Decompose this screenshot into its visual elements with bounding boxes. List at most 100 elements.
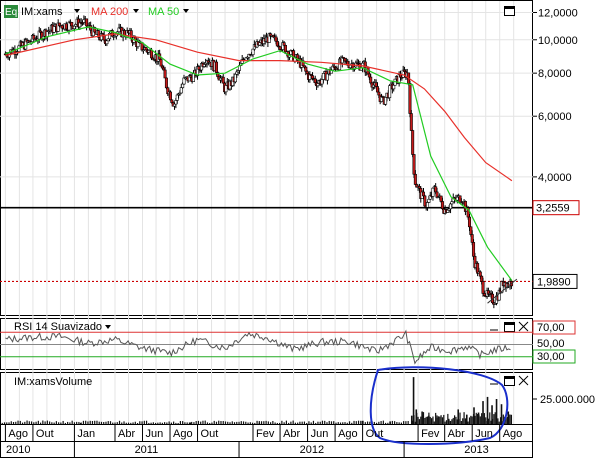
equity-badge [4, 5, 18, 18]
month-label: Abr [283, 428, 300, 440]
volume-bar [145, 420, 148, 424]
volume-bar [170, 422, 172, 424]
month-labels: Ago Out Jan Abr Jun Ago Out Fev Abr Jun Ago Out Fev A… [4, 424, 522, 441]
volume-bar [412, 420, 414, 424]
volume-bar [69, 422, 71, 424]
volume-bar [105, 421, 107, 424]
volume-bar [127, 422, 130, 424]
volume-bar [433, 421, 435, 424]
year-labels: 2010 2011 2012 2013 [6, 441, 489, 458]
volume-bar [378, 421, 380, 424]
volume-bar [339, 422, 342, 424]
volume-bar [490, 420, 492, 424]
volume-bar [373, 421, 375, 424]
highlight-circle [369, 366, 509, 445]
volume-bar [410, 415, 413, 424]
ma200-legend[interactable]: MA 200 [91, 6, 128, 18]
volume-bar [494, 412, 496, 424]
volume-bar [82, 420, 85, 424]
ma50-dropdown-icon[interactable] [183, 9, 189, 13]
volume-bar [121, 422, 123, 424]
ma50-legend[interactable]: MA 50 [148, 6, 179, 18]
volume-bar [493, 414, 495, 424]
volume-bar [431, 418, 433, 424]
last-price-label-box [532, 273, 578, 289]
price-tick: 4,0000 [538, 172, 572, 184]
symbol-dropdown-icon[interactable] [74, 9, 80, 13]
volume-bar [357, 420, 360, 424]
price-maximize-icon[interactable] [504, 6, 515, 16]
volume-bar [164, 422, 166, 424]
candle [164, 77, 168, 90]
rsi-close-icon[interactable] [518, 321, 529, 332]
volume-bar [387, 422, 389, 424]
volume-bar [497, 418, 499, 424]
month-label: Jun [146, 428, 164, 440]
year-axis [0, 441, 533, 458]
volume-bar [290, 421, 292, 424]
volume-bar [150, 422, 152, 424]
volume-maximize-icon[interactable] [504, 376, 515, 386]
month-label: Jan [77, 428, 95, 440]
candle [168, 90, 172, 101]
volume-bar [238, 421, 240, 424]
ma200-dropdown-icon[interactable] [133, 9, 139, 13]
volume-bar [501, 420, 503, 424]
volume-bar [405, 421, 407, 424]
volume-bar [500, 417, 502, 424]
volume-bar [276, 422, 278, 424]
volume-bar [265, 420, 267, 424]
volume-bar [464, 418, 467, 424]
month-label: Out [201, 428, 219, 440]
volume-bar [466, 418, 468, 424]
rsi-maximize-icon[interactable] [504, 322, 515, 332]
volume-bar [428, 412, 430, 424]
volume-bar [299, 421, 301, 424]
volume-bar [460, 420, 462, 424]
volume-bar [100, 421, 103, 424]
volume-bar [444, 421, 446, 424]
volume-bar [3, 422, 6, 424]
volume-bar [267, 421, 269, 424]
volume-bar [10, 421, 12, 424]
volume-bar [491, 418, 494, 424]
volume-bar [396, 422, 398, 424]
volume-bar [26, 420, 28, 424]
volume-bar [60, 422, 62, 424]
volume-bar [478, 414, 480, 424]
volume-bar [391, 420, 393, 424]
volume-bar [489, 412, 491, 424]
volume-bar [231, 421, 233, 424]
volume-bar [58, 422, 60, 424]
price-axis: 12,0000 10,0000 8,0000 6,0000 4,0000 [533, 7, 578, 184]
volume-bar [482, 417, 484, 424]
price-tick: 12,0000 [538, 7, 578, 19]
volume-bar [285, 420, 287, 424]
volume-bar [422, 412, 425, 424]
volume-bar [294, 422, 297, 424]
volume-bar [482, 401, 484, 424]
volume-bar [64, 422, 66, 424]
volume-bar [394, 421, 396, 424]
rsi-dropdown-icon[interactable] [105, 325, 111, 329]
symbol-label[interactable]: IM:xams [21, 6, 63, 18]
month-label: Out [36, 428, 54, 440]
volume-bar [389, 421, 391, 424]
volume-bar [448, 420, 450, 424]
volume-close-icon[interactable] [518, 375, 529, 386]
volume-bar [213, 420, 215, 424]
volume-bar [454, 415, 456, 424]
volume-bar [382, 420, 384, 424]
rsi-label[interactable]: RSI 14 Suavizado [14, 321, 102, 333]
support-label: 3,2559 [536, 203, 570, 215]
volume-bar [509, 414, 511, 424]
volume-bar [414, 421, 416, 424]
volume-bar [242, 421, 245, 424]
volume-bar [67, 421, 69, 424]
volume-bar [474, 415, 476, 424]
volume-bar [188, 422, 191, 424]
volume-bar [258, 421, 260, 424]
volume-bar [315, 422, 317, 424]
volume-bar [360, 420, 362, 424]
volume-bar [437, 416, 439, 424]
